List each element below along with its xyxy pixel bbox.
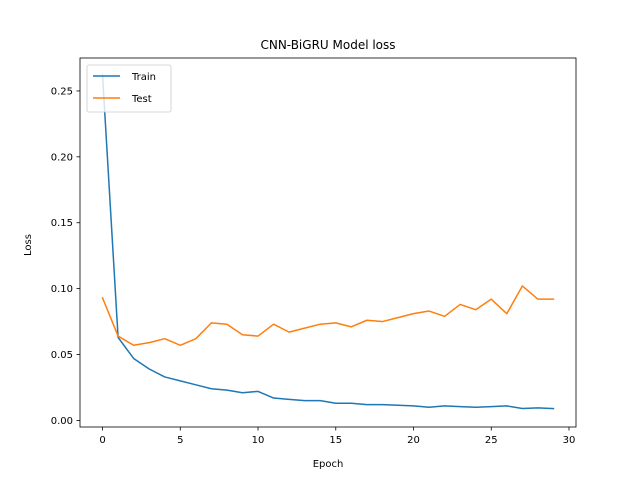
x-tick-label: 15: [329, 435, 342, 446]
x-tick-label: 20: [407, 435, 420, 446]
legend-label-test: Test: [131, 94, 152, 105]
x-tick-label: 0: [99, 435, 105, 446]
legend-label-train: Train: [131, 72, 156, 83]
x-tick-label: 30: [563, 435, 576, 446]
y-tick-label: 0.10: [51, 284, 73, 295]
x-tick-label: 25: [485, 435, 498, 446]
y-tick-label: 0.15: [51, 218, 73, 229]
series-line-train: [101, 74, 555, 410]
x-tick-label: 5: [177, 435, 183, 446]
x-axis-label: Epoch: [313, 459, 344, 470]
plot-area: 0 5 10 15 20 25 30 0.00 0.05 0.10 0.15 0.20 0.25 Trai…: [51, 57, 577, 446]
x-tick-label: 10: [252, 435, 265, 446]
axes-frame: [79, 57, 577, 428]
y-tick-label: 0.25: [51, 86, 73, 97]
chart-title: CNN-BiGRU Model loss: [260, 38, 395, 52]
y-tick-label: 0.20: [51, 152, 73, 163]
series-line-test: [101, 285, 555, 347]
y-tick-label: 0.05: [51, 350, 73, 361]
y-tick-label: 0.00: [51, 416, 73, 427]
y-axis-label: Loss: [23, 234, 34, 256]
legend-box: [86, 64, 172, 113]
